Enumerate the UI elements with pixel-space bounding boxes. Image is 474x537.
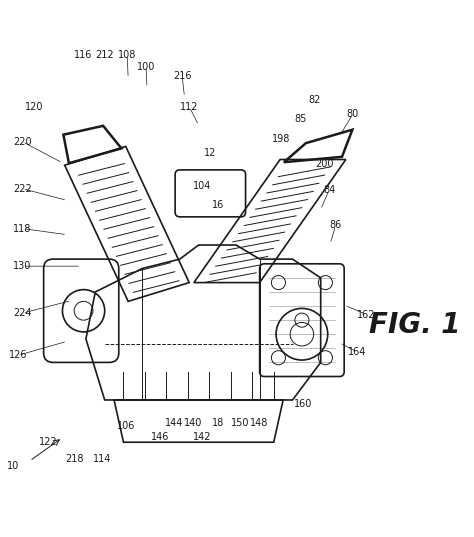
Text: 16: 16 xyxy=(212,200,225,210)
Text: 150: 150 xyxy=(231,417,249,427)
Text: 222: 222 xyxy=(13,184,32,194)
Text: 114: 114 xyxy=(93,454,111,463)
Text: 104: 104 xyxy=(193,182,211,191)
Text: 82: 82 xyxy=(309,96,321,105)
Text: 108: 108 xyxy=(118,50,137,60)
Text: 218: 218 xyxy=(65,454,83,463)
Text: 212: 212 xyxy=(95,50,114,60)
Text: 112: 112 xyxy=(180,101,199,112)
Text: 200: 200 xyxy=(315,159,334,169)
Text: 148: 148 xyxy=(249,417,268,427)
Text: FIG. 1: FIG. 1 xyxy=(369,311,460,339)
Text: 116: 116 xyxy=(74,50,93,60)
Text: 106: 106 xyxy=(117,421,135,431)
Text: 84: 84 xyxy=(323,185,335,194)
Text: 140: 140 xyxy=(184,417,202,427)
Text: 10: 10 xyxy=(7,461,19,471)
Text: 118: 118 xyxy=(13,223,32,234)
Text: 120: 120 xyxy=(25,101,44,112)
Text: 80: 80 xyxy=(346,110,359,120)
Text: 130: 130 xyxy=(13,261,32,271)
Text: 224: 224 xyxy=(13,308,32,318)
Text: 216: 216 xyxy=(173,71,191,81)
Text: 85: 85 xyxy=(295,114,307,124)
Text: 144: 144 xyxy=(165,417,183,427)
Text: 146: 146 xyxy=(151,432,169,441)
Text: 142: 142 xyxy=(193,432,211,441)
Text: 164: 164 xyxy=(348,347,366,357)
Text: 220: 220 xyxy=(13,137,32,147)
Text: 100: 100 xyxy=(137,62,155,71)
Text: 162: 162 xyxy=(357,309,376,320)
Text: 198: 198 xyxy=(272,134,290,144)
Text: 12: 12 xyxy=(204,148,217,158)
Text: 122: 122 xyxy=(39,437,58,447)
Text: 18: 18 xyxy=(212,417,225,427)
Text: 160: 160 xyxy=(294,399,312,409)
Text: 126: 126 xyxy=(9,350,27,360)
Text: 86: 86 xyxy=(329,220,342,230)
